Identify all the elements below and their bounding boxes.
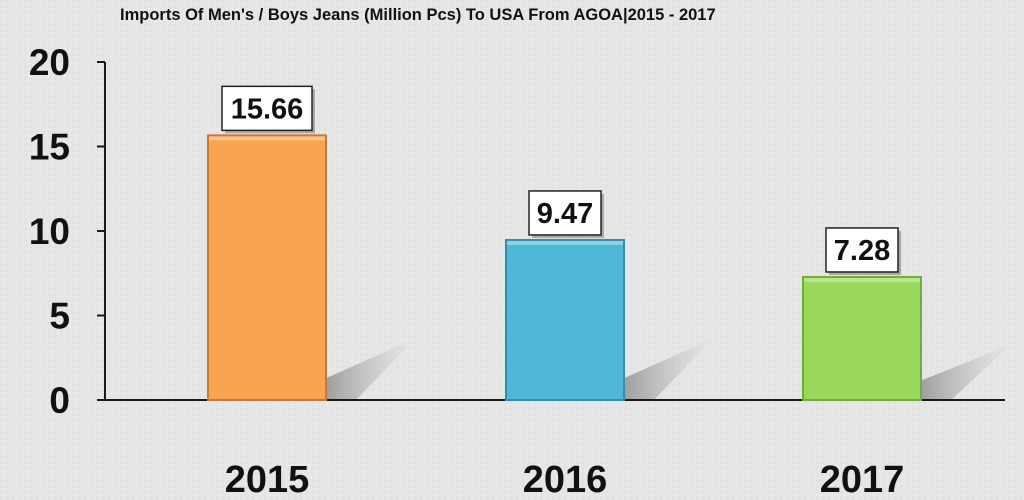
axes: 0 5 10 15 20	[29, 42, 1005, 421]
bar-highlight	[209, 136, 325, 141]
data-label: 15.66	[231, 93, 304, 125]
data-label: 7.28	[834, 235, 890, 267]
data-labels: 2015 15.66 2016 9.47 2017 7.28	[221, 85, 905, 500]
bars	[207, 134, 922, 401]
data-label-box	[528, 190, 602, 236]
bar-2016	[505, 238, 625, 401]
x-tick-label: 2017	[820, 459, 905, 500]
bar-shadow	[624, 338, 714, 400]
y-tick-label: 10	[29, 211, 70, 252]
x-tick-label: 2015	[225, 459, 310, 500]
y-tick-label: 20	[29, 42, 70, 83]
bar-highlight	[804, 277, 920, 282]
y-tick-label: 0	[49, 380, 70, 421]
data-label-box	[825, 227, 899, 273]
data-label: 9.47	[537, 198, 593, 230]
bar-2015	[207, 134, 327, 401]
x-tick-label: 2016	[523, 459, 608, 500]
chart-title: Imports Of Men's / Boys Jeans (Million P…	[120, 6, 716, 24]
data-label-box	[221, 85, 313, 132]
y-tick-label: 15	[29, 127, 70, 168]
bar-shadow	[921, 344, 1011, 400]
bar-shadows	[326, 338, 1011, 400]
bar-highlight	[507, 240, 623, 245]
bar-2017	[802, 275, 922, 401]
y-tick-label: 5	[49, 296, 70, 337]
bar-shadow	[326, 338, 416, 400]
